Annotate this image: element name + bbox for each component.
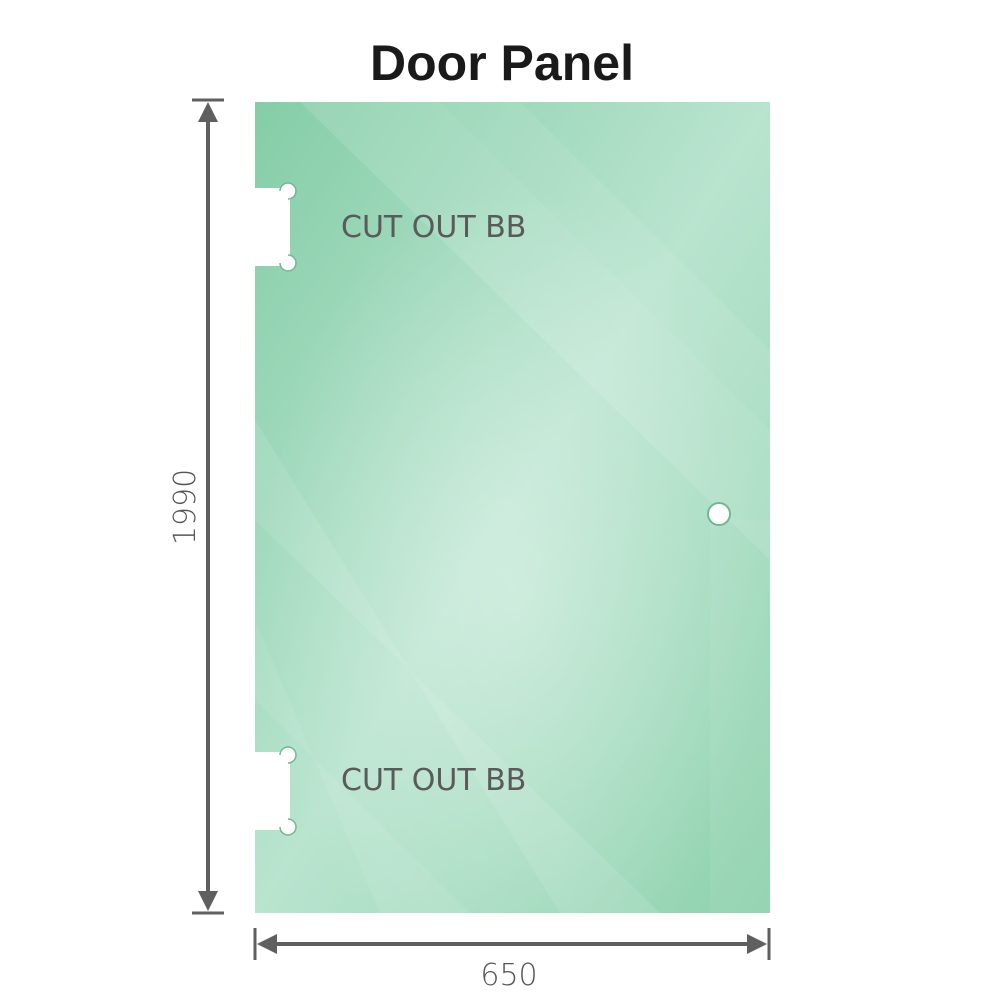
handle-hole bbox=[707, 502, 731, 526]
cutout-top bbox=[252, 182, 297, 272]
arrow-left-icon bbox=[257, 934, 277, 954]
cutout-bottom bbox=[252, 746, 297, 836]
height-label: 1990 bbox=[168, 469, 203, 545]
diagram-title: Door Panel bbox=[370, 35, 634, 91]
arrow-down-icon bbox=[198, 891, 218, 911]
arrow-right-icon bbox=[747, 934, 767, 954]
width-label: 650 bbox=[480, 958, 537, 993]
glass-panel bbox=[252, 102, 770, 913]
width-dimension bbox=[253, 928, 771, 960]
cutout-label-bottom: CUT OUT BB bbox=[341, 763, 526, 798]
height-dimension bbox=[192, 98, 224, 915]
cutout-label-top: CUT OUT BB bbox=[341, 210, 526, 245]
arrow-up-icon bbox=[198, 102, 218, 122]
